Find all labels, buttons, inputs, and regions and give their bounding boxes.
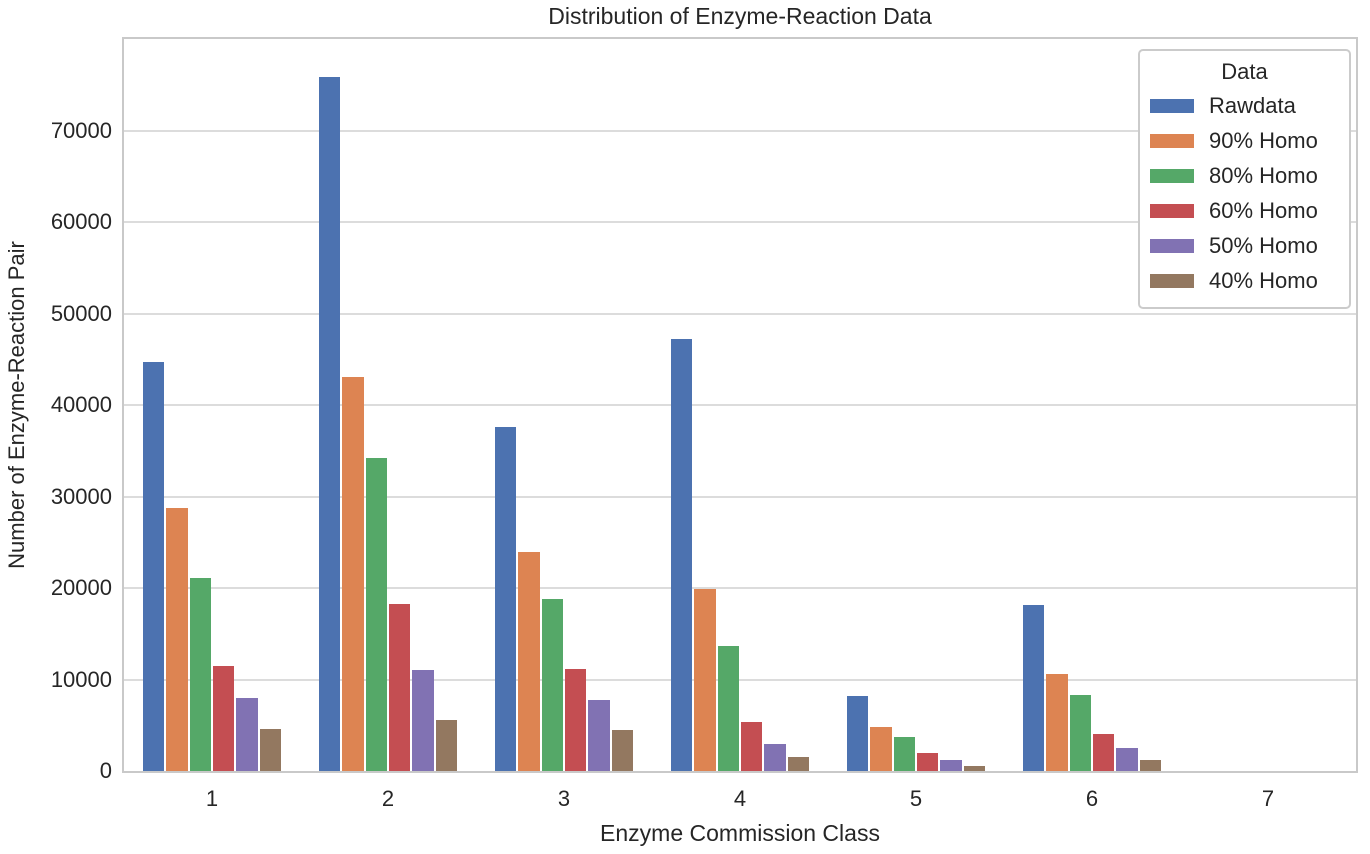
bar-60-homo-class-2 [389,603,411,771]
bar-80-homo-class-5 [893,737,915,771]
bar-50-homo-class-6 [1116,748,1138,771]
gridlines-layer [124,39,1356,771]
x-tick-label: 2 [381,786,395,811]
bar-60-homo-class-6 [1093,734,1115,771]
legend-swatch-icon [1150,133,1194,148]
bar-50-homo-class-3 [588,699,610,771]
bar-60-homo-class-3 [565,669,587,771]
bar-50-homo-class-5 [940,760,962,771]
bar-rawdata-class-3 [494,426,517,771]
bar-40-homo-class-1 [259,728,282,771]
bar-80-homo-class-1 [189,577,211,771]
bar-90-homo-class-4 [694,588,716,771]
x-tick-label: 5 [909,786,923,811]
x-axis-label: Enzyme Commission Class [600,820,880,846]
bar-rawdata-class-2 [318,77,341,771]
bar-40-homo-class-4 [787,757,810,771]
bar-50-homo-class-2 [412,670,434,771]
bar-rawdata-class-4 [670,339,693,771]
legend-item: 50% Homo [1150,228,1339,263]
legend-item: 90% Homo [1150,123,1339,158]
grid-line [124,129,1356,132]
y-tick-label: 50000 [50,300,112,326]
legend: Data Rawdata 90% Homo 80% Homo 60% Homo 50% … [1138,49,1351,309]
legend-item: 40% Homo [1150,263,1339,298]
bar-40-homo-class-2 [435,719,458,771]
bar-40-homo-class-3 [611,729,634,771]
y-tick-label: 10000 [50,666,112,692]
legend-item-label: 80% Homo [1209,162,1318,188]
y-tick-label: 20000 [50,575,112,600]
bar-90-homo-class-6 [1046,674,1068,771]
bar-90-homo-class-2 [342,376,364,771]
bar-50-homo-class-4 [764,743,786,771]
grid-line [124,312,1356,315]
chart-title: Distribution of Enzyme-Reaction Data [548,3,932,29]
y-tick-label: 40000 [50,392,112,417]
bar-rawdata-class-5 [846,695,869,771]
bar-80-homo-class-3 [541,598,563,771]
bar-60-homo-class-4 [741,721,763,771]
legend-item: 80% Homo [1150,158,1339,193]
y-tick-label: 60000 [50,209,112,234]
legend-item-label: 50% Homo [1209,232,1318,258]
bar-80-homo-class-2 [365,458,387,771]
legend-swatch-icon [1150,203,1194,218]
bars-layer [124,39,1356,771]
grid-line [124,404,1356,406]
bar-80-homo-class-4 [717,645,739,771]
legend-item-label: Rawdata [1209,92,1296,118]
bar-40-homo-class-5 [963,765,986,771]
bar-90-homo-class-1 [166,508,188,771]
grid-line [124,221,1356,223]
bar-rawdata-class-1 [142,362,165,771]
legend-item-label: 90% Homo [1209,127,1318,153]
legend-swatch-icon [1150,238,1194,253]
grid-line [124,678,1356,681]
bar-60-homo-class-1 [213,665,235,771]
x-tick-label: 4 [733,786,747,811]
legend-item-label: 60% Homo [1209,197,1318,223]
legend-item: Rawdata [1150,88,1339,123]
bar-50-homo-class-1 [236,697,258,771]
bar-rawdata-class-6 [1022,605,1045,771]
x-tick-label: 6 [1085,786,1099,811]
y-tick-label: 30000 [50,483,112,509]
legend-swatch-icon [1150,168,1194,183]
bar-40-homo-class-6 [1139,760,1162,771]
legend-items: Rawdata 90% Homo 80% Homo 60% Homo 50% Homo 4… [1150,88,1339,298]
bar-90-homo-class-5 [870,727,892,771]
x-tick-label: 7 [1261,786,1275,811]
grid-line [124,587,1356,589]
y-tick-label: 0 [99,758,112,783]
bar-80-homo-class-6 [1069,695,1091,771]
bar-60-homo-class-5 [917,752,939,771]
legend-swatch-icon [1150,98,1194,113]
x-tick-label: 3 [557,786,571,811]
grid-line [124,495,1356,498]
y-tick-label: 70000 [50,117,112,143]
legend-item: 60% Homo [1150,193,1339,228]
legend-swatch-icon [1150,273,1194,288]
x-tick-label: 1 [205,786,219,811]
legend-title: Data [1221,59,1268,84]
bar-90-homo-class-3 [518,552,540,771]
legend-item-label: 40% Homo [1209,267,1318,293]
